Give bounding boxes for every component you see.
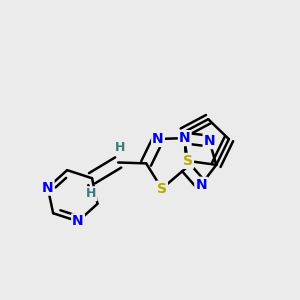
Text: N: N <box>42 181 53 195</box>
Text: S: S <box>157 182 167 196</box>
Text: N: N <box>152 132 164 146</box>
Text: N: N <box>195 178 207 192</box>
Text: H: H <box>115 140 125 154</box>
Text: N: N <box>72 214 84 228</box>
Text: S: S <box>183 154 193 168</box>
Text: N: N <box>204 134 215 148</box>
Text: H: H <box>86 187 97 200</box>
Text: N: N <box>179 131 190 145</box>
